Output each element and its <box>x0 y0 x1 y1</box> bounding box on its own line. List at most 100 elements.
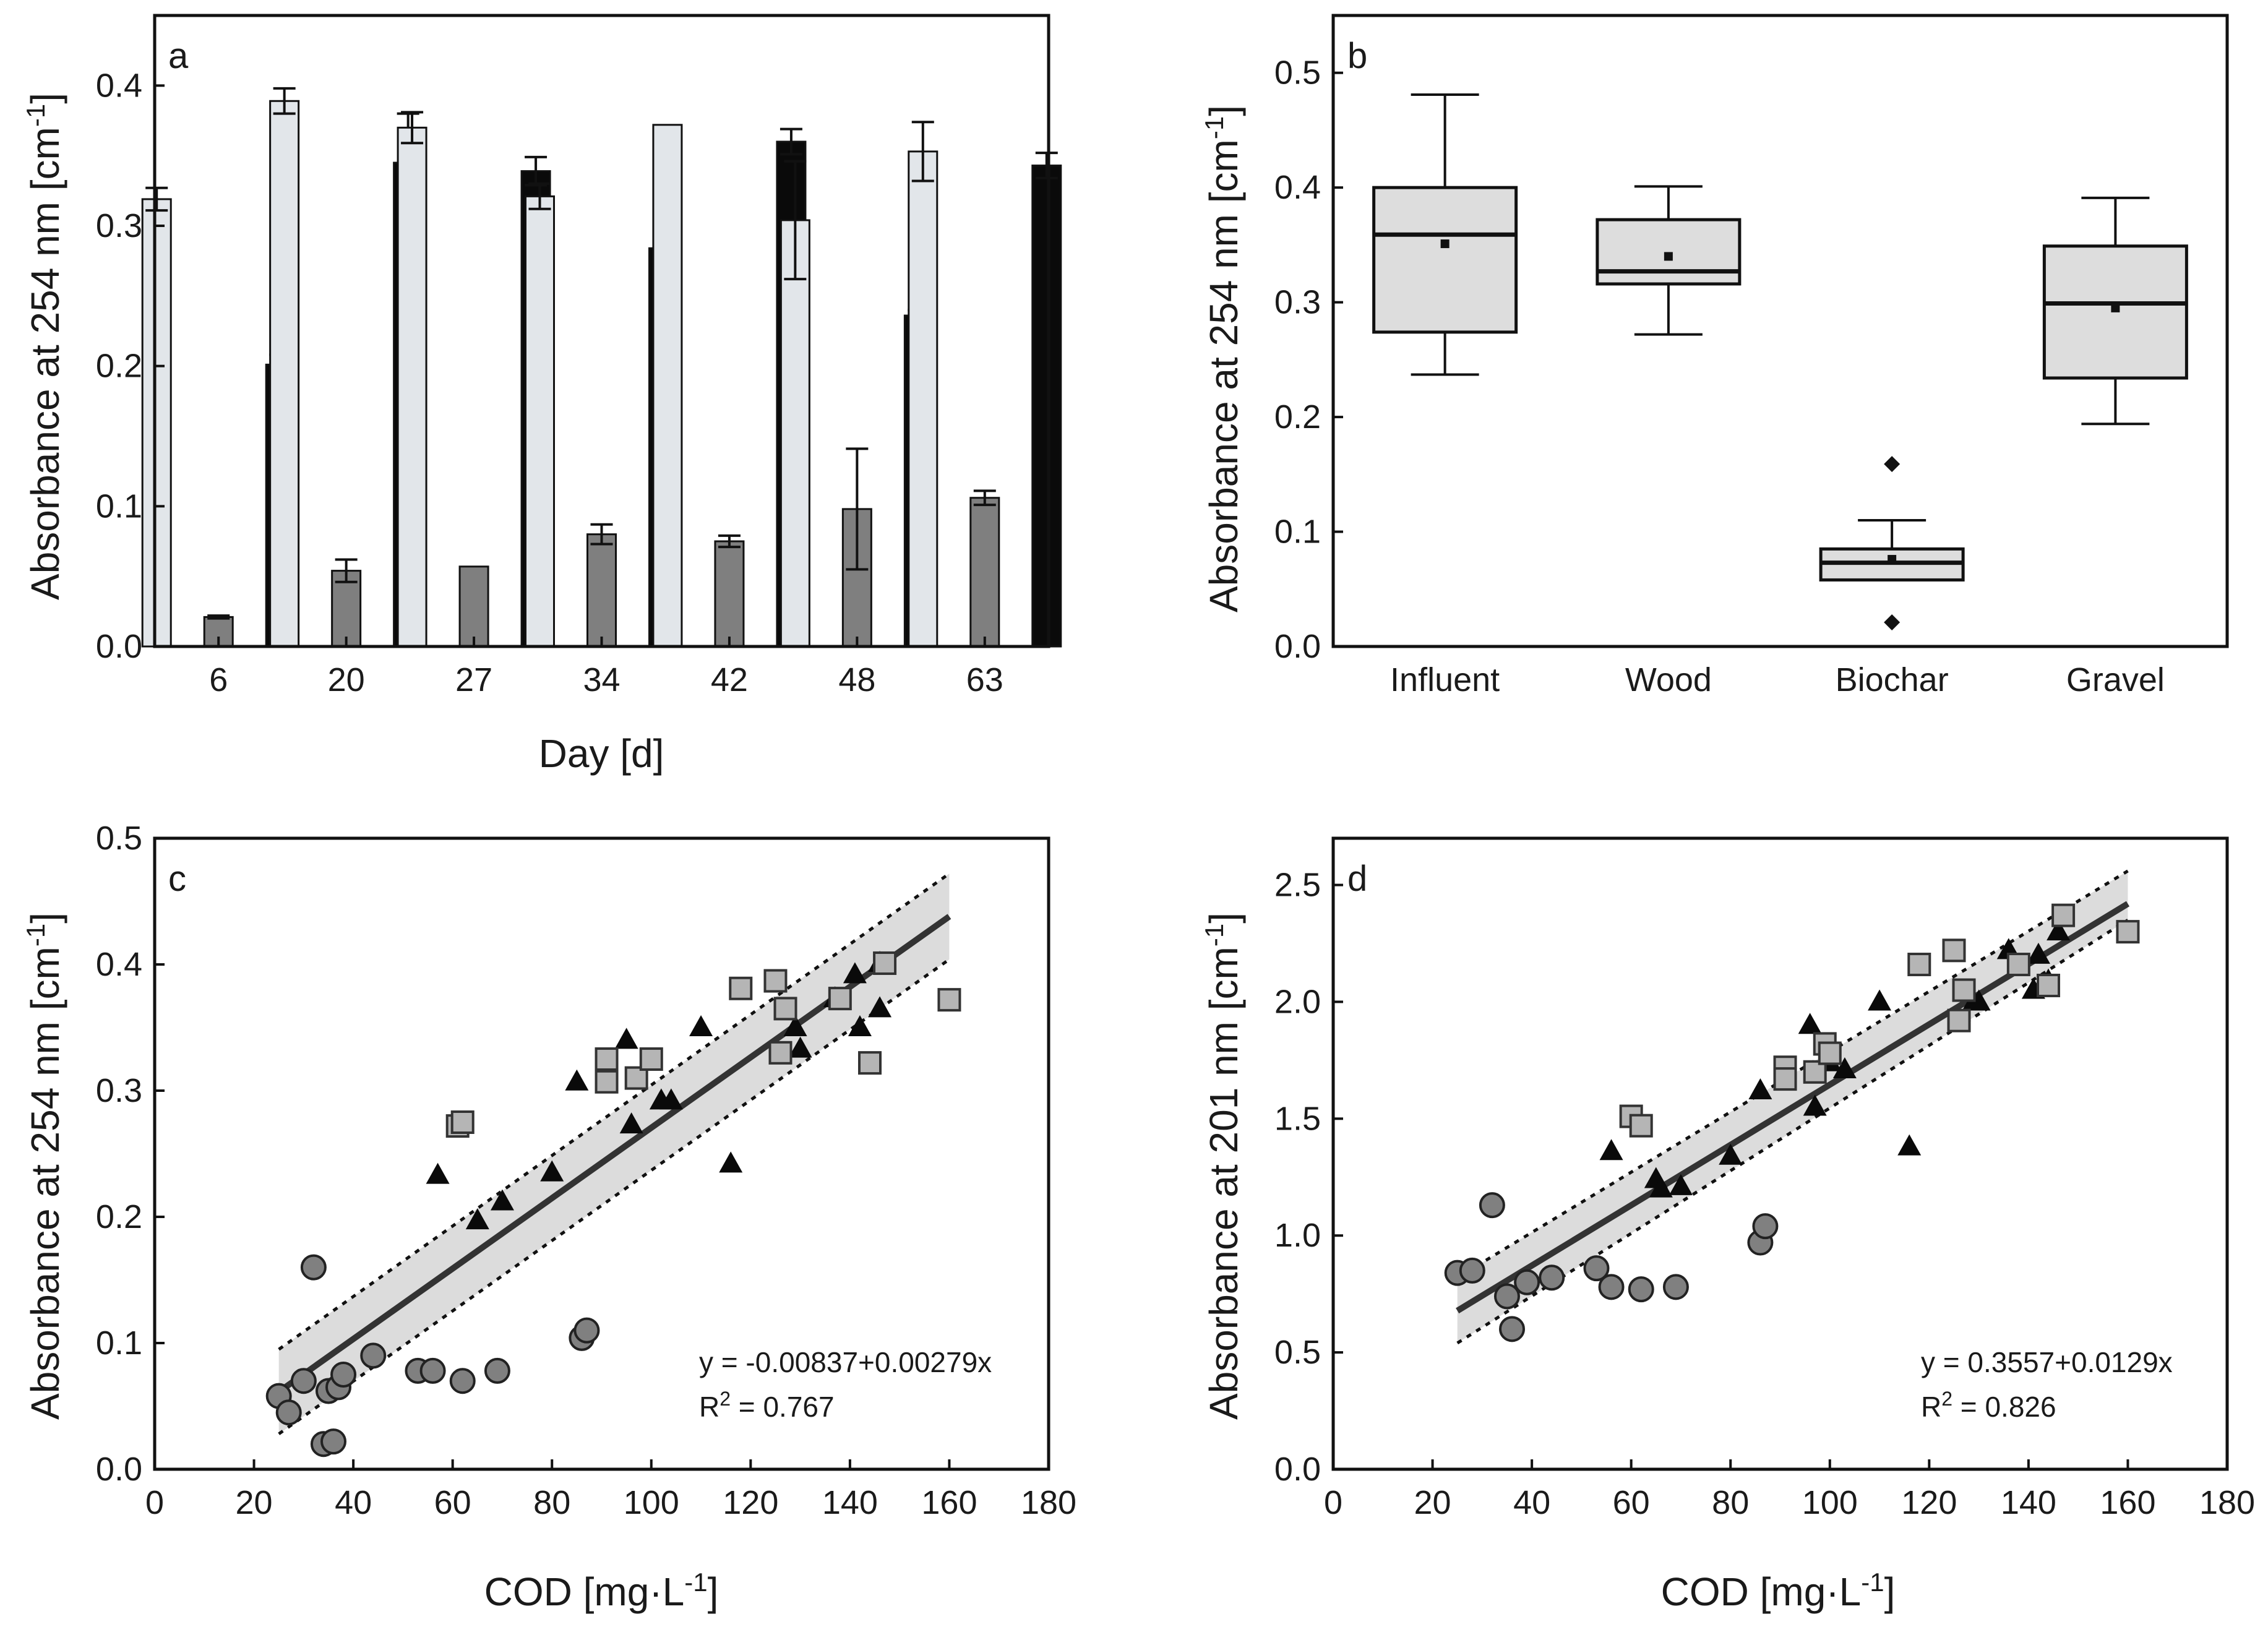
panel-a-ylabel-main: Absorbance at 254 nm [cm <box>23 127 67 600</box>
panel-c-point-circle <box>573 1317 600 1344</box>
panel-c-upper-bound <box>278 872 950 1351</box>
panel-d-point-circle <box>1493 1283 1520 1310</box>
panel-d-point-triangle <box>1803 1094 1827 1116</box>
panel-d-ylabel-end: ] <box>1201 912 1246 924</box>
panel-d-ylabel-sup: -1 <box>1200 924 1229 947</box>
panel-d-point-triangle <box>1798 1013 1822 1034</box>
bar-light-day-20 <box>269 100 300 648</box>
panel-d-point-square <box>1952 978 1976 1002</box>
bar-light-day-63 <box>908 150 939 648</box>
bar-black-day-63 <box>1031 165 1062 648</box>
panel-c-axes: 0.0 0.1 0.2 0.3 0.4 0.5 0 20 40 60 80 100 120 140 160 1… <box>96 820 1076 1521</box>
panel-c: 0.0 0.1 0.2 0.3 0.4 0.5 0 20 40 60 80 100 120 140 160 1… <box>21 820 1077 1614</box>
box-influent <box>1372 186 1518 334</box>
panel-d-xtick-label: 180 <box>2199 1484 2255 1521</box>
panel-d-xtick-label: 40 <box>1513 1484 1550 1521</box>
panel-c-point-circle <box>449 1368 476 1394</box>
panel-d-point-circle <box>1752 1213 1779 1240</box>
panel-b-ylabel-end: ] <box>1201 105 1246 116</box>
panel-d-label: d <box>1347 859 1367 899</box>
panel-c-xlabel-main: COD [mg·L <box>484 1569 685 1614</box>
panel-c-xtick-label: 80 <box>533 1484 570 1521</box>
panel-d-point-triangle <box>1832 1057 1857 1078</box>
panel-d-ylabel: Absorbance at 201 nm [cm-1] <box>1200 912 1247 1420</box>
panel-c-point-triangle <box>465 1208 489 1230</box>
panel-a-ylabel-sup: -1 <box>21 104 50 127</box>
box-influent-mean <box>1440 239 1450 249</box>
box-wood-mean <box>1664 252 1673 261</box>
bar-light-day-42 <box>652 124 683 648</box>
panel-d: 0.0 0.5 1.0 1.5 2.0 2.5 0 20 40 60 80 100 120 140 160 1… <box>1200 836 2255 1614</box>
panel-d-frame <box>1331 836 2229 1471</box>
panel-c-point-triangle <box>490 1189 514 1211</box>
bar-gray-day-42 <box>714 540 745 648</box>
panel-c-point-triangle <box>783 1015 807 1036</box>
panel-a-xtick-label: 20 <box>328 661 365 698</box>
panel-d-point-circle <box>1499 1316 1525 1342</box>
panel-d-point-circle <box>1583 1255 1610 1282</box>
panel-d-ylabel-main: Absorbance at 201 nm [cm <box>1201 947 1246 1420</box>
panel-c-ytick-label: 0.5 <box>96 820 142 857</box>
panel-d-xtick-label: 160 <box>2100 1484 2155 1521</box>
panel-c-point-circle <box>290 1368 317 1394</box>
panel-d-r2-value: = 0.826 <box>1952 1391 2056 1423</box>
bar-light-day-34 <box>525 195 555 648</box>
panel-c-point-square <box>729 976 753 1000</box>
panel-d-point-square <box>2006 953 2030 976</box>
panel-b-ytick-label: 0.1 <box>1274 513 1321 551</box>
panel-c-point-square <box>595 1047 619 1071</box>
panel-c-point-circle <box>330 1362 357 1388</box>
panel-b-frame <box>1331 14 2229 648</box>
bar-light-day-27 <box>397 126 427 648</box>
panel-c-point-square <box>624 1066 648 1090</box>
panel-c-lower-bound <box>278 958 950 1435</box>
panel-c-xtick-label: 100 <box>624 1484 679 1521</box>
panel-c-point-square <box>858 1051 882 1075</box>
panel-b-axes: 0.0 0.1 0.2 0.3 0.4 0.5 Influent Wood Biochar Gra… <box>1274 14 2229 698</box>
panel-c-xtick-label: 140 <box>822 1484 878 1521</box>
box-gravel <box>2042 244 2188 380</box>
panel-a-ytick-label: 0.0 <box>96 628 142 665</box>
panel-c-ylabel-main: Absorbance at 254 nm [cm <box>23 947 67 1420</box>
panel-c-xtick-label: 160 <box>921 1484 977 1521</box>
panel-d-point-triangle <box>1748 1078 1772 1099</box>
panel-c-point-triangle <box>614 1028 638 1049</box>
panel-d-point-circle <box>1628 1276 1654 1303</box>
panel-d-point-triangle <box>1967 989 1991 1011</box>
panel-d-ytick-label: 1.0 <box>1274 1217 1321 1254</box>
panel-c-r2: R2 = 0.767 <box>699 1388 835 1423</box>
panel-a-ylabel: Absorbance at 254 nm [cm-1] <box>21 93 68 600</box>
box-gravel-mean <box>2111 303 2120 312</box>
panel-d-point-circle <box>1662 1274 1689 1300</box>
panel-d-point-square <box>1629 1114 1653 1138</box>
panel-d-point-triangle <box>1599 1139 1623 1161</box>
panel-b-label: b <box>1347 36 1367 76</box>
panel-c-point-square <box>763 969 788 993</box>
panel-d-xtick-label: 20 <box>1414 1484 1451 1521</box>
panel-c-r2-label: R <box>699 1391 719 1423</box>
panel-a-xtick-label: 6 <box>209 661 228 698</box>
panel-b-xtick-label: Biochar <box>1836 661 1949 698</box>
bar-light-day-6 <box>141 198 172 648</box>
panel-c-ytick-label: 0.4 <box>96 946 142 983</box>
panel-c-point-triangle <box>719 1151 743 1173</box>
panel-d-point-triangle <box>1669 1174 1693 1195</box>
panel-d-point-triangle <box>2026 942 2050 964</box>
panel-b-ytick-label: 0.2 <box>1274 398 1321 436</box>
panel-b-xtick-label: Influent <box>1390 661 1500 698</box>
panel-c-point-triangle <box>868 996 892 1018</box>
panel-b-ylabel-main: Absorbance at 254 nm [cm <box>1201 139 1246 612</box>
panel-c-xlabel: COD [mg·L-1] <box>484 1568 719 1615</box>
panel-d-point-triangle <box>1897 1134 1922 1156</box>
panel-a: 0.0 0.1 0.2 0.3 0.4 6 20 27 34 42 48 63 a Day [d] A… <box>21 14 1062 776</box>
panel-d-r2: R2 = 0.826 <box>1921 1388 2056 1423</box>
panel-c-point-square <box>937 988 961 1012</box>
box-biochar-mean <box>1888 555 1897 564</box>
panel-a-xtick-label: 34 <box>583 661 620 698</box>
panel-c-point-triangle <box>619 1112 643 1134</box>
panel-b-ylabel: Absorbance at 254 nm [cm-1] <box>1200 105 1247 612</box>
panel-c-r2-value: = 0.767 <box>731 1391 835 1423</box>
panel-d-point-square <box>1907 953 1931 976</box>
panel-c-xlabel-end: ] <box>708 1569 719 1614</box>
